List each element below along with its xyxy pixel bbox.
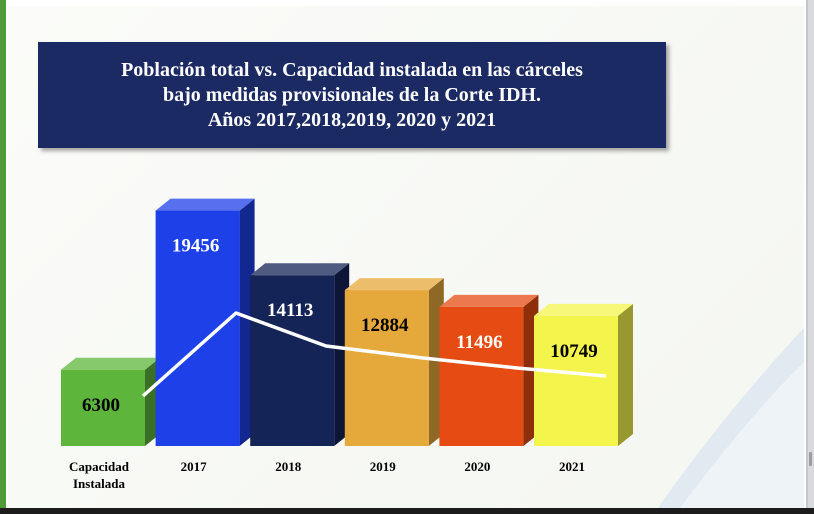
category-label: 2018	[275, 459, 302, 474]
category-label: 2019	[370, 459, 397, 474]
scrollbar-thumb[interactable]	[809, 452, 812, 466]
bar-front	[250, 275, 335, 446]
trend-line	[141, 311, 607, 398]
bar-5	[439, 294, 539, 446]
category-label: Instalada	[73, 476, 126, 491]
bar-3	[250, 263, 350, 446]
category-label: 2017	[181, 459, 208, 474]
bar-top	[534, 303, 633, 316]
bar-top	[439, 294, 539, 307]
category-label: 2020	[464, 459, 490, 474]
value-label: 11496	[456, 332, 502, 353]
bar-top	[344, 278, 444, 291]
chart-title-box: Población total vs. Capacidad instalada …	[38, 42, 666, 148]
bar-1	[61, 357, 160, 446]
bar-6	[534, 303, 633, 446]
chart-title-line-2: bajo medidas provisionales de la Corte I…	[163, 84, 541, 106]
chart-title-line-1: Población total vs. Capacidad instalada …	[121, 59, 583, 81]
value-label: 14113	[267, 300, 313, 321]
decorative-swoosh-inner	[680, 362, 804, 508]
category-label: Capacidad	[69, 459, 130, 474]
left-accent-strip	[0, 0, 6, 514]
bar-4	[344, 278, 444, 446]
chart-area: 6300 Capacidad Instalada 19456 2017 14113 2018…	[61, 198, 804, 508]
window-edge	[806, 0, 808, 514]
bar-front	[61, 369, 145, 446]
presentation-slide: 6300 Capacidad Instalada 19456 2017 14113 2018…	[8, 6, 804, 508]
bar-top	[155, 198, 255, 211]
value-label: 10749	[550, 341, 598, 362]
chart-title-line-3: Años 2017,2018,2019, 2020 y 2021	[207, 109, 497, 131]
bar-front	[344, 290, 429, 446]
bar-2	[155, 198, 255, 446]
category-label: 2021	[559, 459, 585, 474]
bar-front	[155, 210, 240, 446]
value-label: 12884	[361, 315, 409, 336]
bar-top	[61, 357, 160, 370]
bar-side	[618, 303, 633, 446]
value-label: 6300	[82, 395, 120, 416]
bottom-edge-bar	[0, 508, 814, 514]
bar-front	[534, 315, 618, 446]
bar-top	[250, 263, 350, 276]
value-label: 19456	[172, 236, 220, 257]
scrollbar-track[interactable]	[808, 0, 814, 514]
bar-front	[439, 306, 524, 446]
